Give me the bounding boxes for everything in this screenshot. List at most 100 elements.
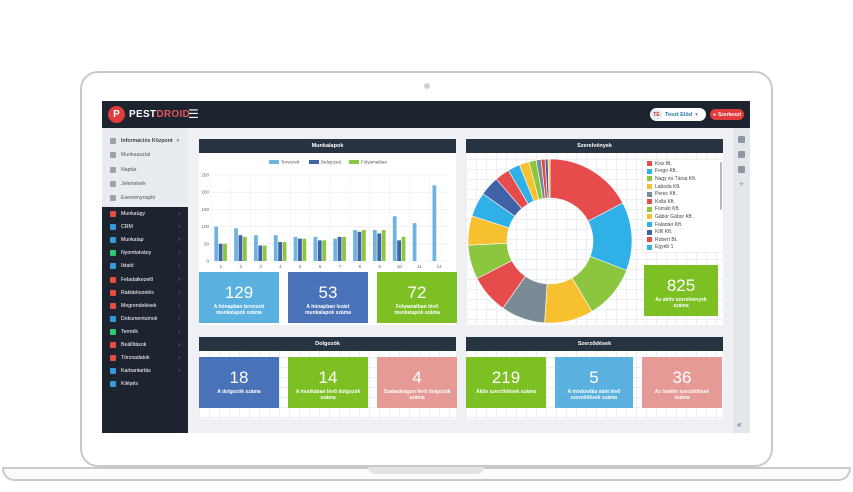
x-tick-label: 2 xyxy=(239,264,242,269)
x-tick-label: 10 xyxy=(397,264,403,269)
bar xyxy=(322,240,326,261)
chevron-right-icon: › xyxy=(178,263,180,269)
sidebar-item[interactable]: Beállítások › xyxy=(102,338,188,351)
sidebar-item-label: Eseménynapló xyxy=(121,195,155,201)
sidebar-item[interactable]: Karbantartás › xyxy=(102,365,188,378)
sidebar-item-label: Jelentések xyxy=(121,181,146,187)
tile-employees[interactable]: 18 A dolgozók száma xyxy=(199,357,279,408)
tile-inactive-contracts[interactable]: 36 Az inaktív szerződések száma xyxy=(642,357,722,408)
sidebar-item[interactable]: Feladatkezelő › xyxy=(102,273,188,286)
chevron-right-icon: › xyxy=(178,211,180,217)
menu-item-icon xyxy=(110,250,116,256)
sidebar-item[interactable]: Törzsadatok › xyxy=(102,352,188,365)
sidebar-item-label: Munkaügy xyxy=(121,211,145,217)
chevron-right-icon: › xyxy=(178,290,180,296)
legend-swatch xyxy=(647,199,652,204)
bar xyxy=(402,237,406,261)
tile-value: 5 xyxy=(589,369,598,386)
collapse-icon[interactable]: « xyxy=(737,420,741,429)
tile-closed-worksheets[interactable]: 53 A hónapban lezárt munkalapok száma xyxy=(288,272,368,323)
bar xyxy=(313,237,317,261)
donut-chart xyxy=(466,153,636,323)
sidebar-item[interactable]: CRM › xyxy=(102,221,188,234)
menu-toggle-icon[interactable]: ☰ xyxy=(188,108,199,120)
tile-planned-worksheets[interactable]: 129 A hónapban tervezett munkalapok szám… xyxy=(199,272,279,323)
sidebar-item-munkaasztal[interactable]: Munkaasztal xyxy=(102,148,188,162)
logo[interactable]: P PESTDROID xyxy=(108,106,190,123)
chevron-down-icon: ▾ xyxy=(177,138,180,144)
menu-item-icon xyxy=(110,224,116,230)
bar xyxy=(358,232,362,261)
chevron-down-icon: ▾ xyxy=(695,112,698,118)
grid-icon[interactable] xyxy=(738,136,745,143)
sidebar-item-label: Feladatkezelő xyxy=(121,277,153,283)
legend-label: Kiflí Kft. xyxy=(655,229,672,235)
edit-button[interactable]: ● Szerkeszt xyxy=(710,109,744,120)
sidebar-item-jelentesek[interactable]: Jelentések xyxy=(102,177,188,191)
sidebar-item[interactable]: Termék › xyxy=(102,325,188,338)
bar xyxy=(342,237,346,261)
sidebar-item[interactable]: Kilépés xyxy=(102,378,188,391)
avatar: TE xyxy=(651,109,662,120)
sidebar-item[interactable]: Nyomtatvány › xyxy=(102,247,188,260)
bar xyxy=(333,239,337,261)
sidebar-item[interactable]: Munkaügy › xyxy=(102,207,188,220)
bar xyxy=(362,230,366,261)
sidebar-section-info-center[interactable]: Információs Központ ▾ xyxy=(102,134,188,148)
legend-item: Egyéb 1 xyxy=(643,244,723,252)
chevron-right-icon: › xyxy=(178,277,180,283)
tile-contracts-under-modification[interactable]: 5 A módosítás alatt lévő szerződések szá… xyxy=(555,357,633,408)
legend-swatch xyxy=(647,169,652,174)
document-icon[interactable] xyxy=(738,151,745,158)
x-tick-label: 12 xyxy=(437,264,443,269)
tile-working-employees[interactable]: 14 A munkában lévő dolgozók száma xyxy=(288,357,368,408)
x-tick-label: 1 xyxy=(220,264,223,269)
bar xyxy=(283,242,287,261)
mail-icon[interactable] xyxy=(738,166,745,173)
legend-scrollbar[interactable] xyxy=(720,162,722,210)
chevron-right-icon: › xyxy=(178,355,180,361)
chevron-right-icon: › xyxy=(178,237,180,243)
plus-icon[interactable]: + xyxy=(738,181,745,188)
legend-label: Forraló Kft. xyxy=(655,206,680,212)
x-tick-label: 5 xyxy=(299,264,302,269)
laptop-base-notch xyxy=(368,467,484,474)
report-icon xyxy=(110,181,116,187)
legend-item: Forgo Kft. xyxy=(643,168,723,176)
tile-employees-on-leave[interactable]: 4 Szabadságon lévő dolgozók száma xyxy=(377,357,457,408)
bar xyxy=(382,230,386,261)
sidebar-item-label: Naptár xyxy=(121,167,137,173)
tile-label: A dolgozók száma xyxy=(212,389,265,395)
sidebar-item-label: Iktató xyxy=(121,263,134,269)
camera-dot xyxy=(424,83,430,89)
bar xyxy=(223,244,227,261)
sidebar-item-naptar[interactable]: Naptár xyxy=(102,163,188,177)
menu-item-icon xyxy=(110,303,116,309)
tile-active-contracts[interactable]: 219 Aktív szerződések száma xyxy=(466,357,546,408)
panel-title: Szerelvények xyxy=(466,139,723,153)
legend-swatch xyxy=(647,192,652,197)
legend-swatch xyxy=(647,245,652,250)
panel-title: Dolgozók xyxy=(199,337,456,351)
calendar-icon xyxy=(110,167,116,173)
desktop-icon xyxy=(110,152,116,158)
sidebar-item-label: Nyomtatvány xyxy=(121,250,151,256)
sidebar-item[interactable]: Dokumentumok › xyxy=(102,312,188,325)
sidebar-item-label: Termék xyxy=(121,329,138,335)
tile-label: A munkában lévő dolgozók száma xyxy=(288,389,368,401)
bar xyxy=(353,230,357,261)
tile-inprogress-worksheets[interactable]: 72 Folyamatban lévő munkalapok száma xyxy=(377,272,457,323)
sidebar-item[interactable]: Raktárkezelés › xyxy=(102,286,188,299)
sidebar-item[interactable]: Megrendelések › xyxy=(102,299,188,312)
bar xyxy=(214,227,218,261)
sidebar-item[interactable]: Iktató › xyxy=(102,260,188,273)
x-tick-label: 4 xyxy=(279,264,282,269)
legend-label: Kolbi Kft. xyxy=(655,199,675,205)
chevron-right-icon: › xyxy=(178,224,180,230)
sidebar-item[interactable]: Munkalap › xyxy=(102,234,188,247)
tile-active-assemblies[interactable]: 825 Az aktív szerelvények száma xyxy=(644,265,718,316)
sidebar-item-esemenynaplo[interactable]: Eseménynapló xyxy=(102,191,188,205)
user-menu[interactable]: TE Teszt Elöd ▾ xyxy=(650,108,706,121)
y-tick-label: 250 xyxy=(201,173,209,178)
menu-item-icon xyxy=(110,237,116,243)
